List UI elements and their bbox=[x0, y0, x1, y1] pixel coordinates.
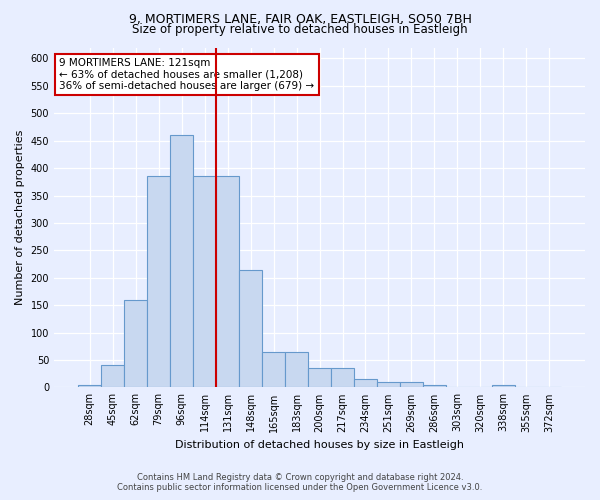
Bar bbox=[216, 176, 239, 388]
Text: 9 MORTIMERS LANE: 121sqm
← 63% of detached houses are smaller (1,208)
36% of sem: 9 MORTIMERS LANE: 121sqm ← 63% of detach… bbox=[59, 58, 314, 91]
Bar bbox=[377, 382, 400, 388]
Bar bbox=[239, 270, 262, 388]
Bar bbox=[170, 135, 193, 388]
Y-axis label: Number of detached properties: Number of detached properties bbox=[15, 130, 25, 305]
Bar bbox=[262, 352, 285, 388]
Bar bbox=[193, 176, 216, 388]
Bar bbox=[492, 384, 515, 388]
Bar bbox=[124, 300, 147, 388]
Bar bbox=[101, 366, 124, 388]
Bar bbox=[147, 176, 170, 388]
Bar bbox=[354, 379, 377, 388]
Bar bbox=[331, 368, 354, 388]
Bar bbox=[285, 352, 308, 388]
Text: Size of property relative to detached houses in Eastleigh: Size of property relative to detached ho… bbox=[132, 22, 468, 36]
Bar bbox=[400, 382, 423, 388]
Text: 9, MORTIMERS LANE, FAIR OAK, EASTLEIGH, SO50 7BH: 9, MORTIMERS LANE, FAIR OAK, EASTLEIGH, … bbox=[128, 12, 472, 26]
Bar bbox=[78, 384, 101, 388]
Bar bbox=[308, 368, 331, 388]
Bar bbox=[423, 384, 446, 388]
X-axis label: Distribution of detached houses by size in Eastleigh: Distribution of detached houses by size … bbox=[175, 440, 464, 450]
Text: Contains HM Land Registry data © Crown copyright and database right 2024.
Contai: Contains HM Land Registry data © Crown c… bbox=[118, 473, 482, 492]
